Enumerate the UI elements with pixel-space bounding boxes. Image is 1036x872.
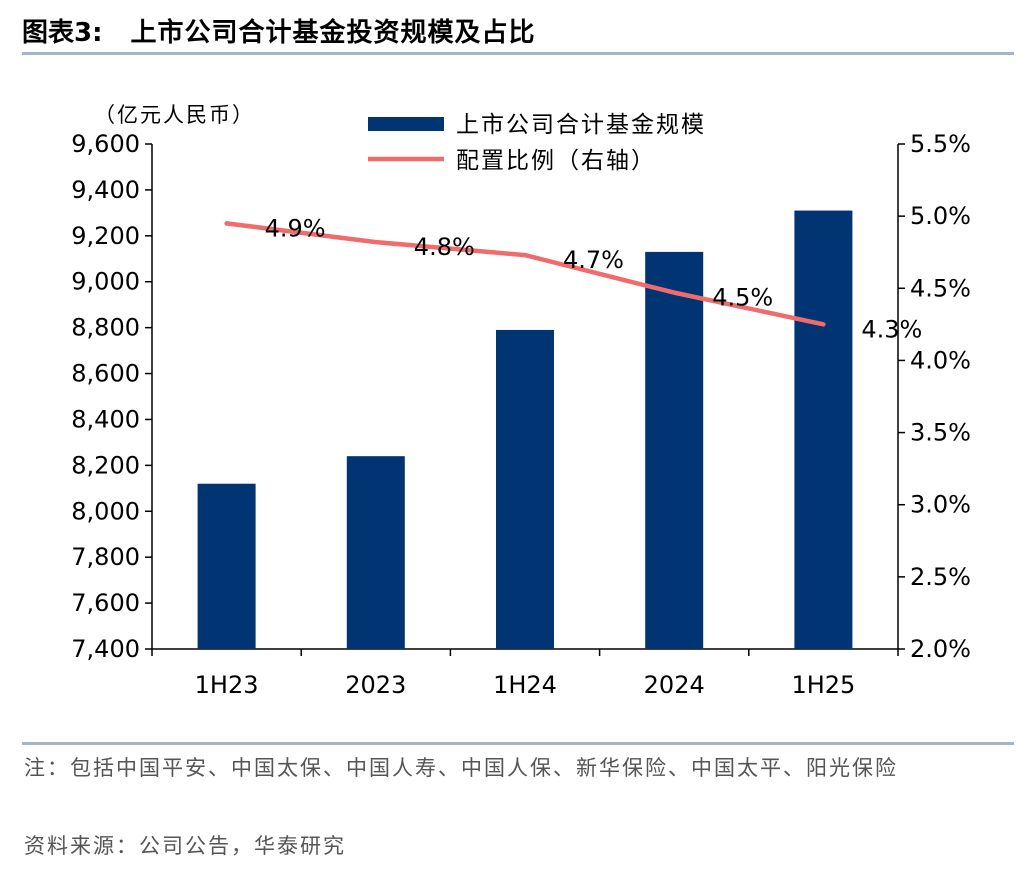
- right-axis-tick-label: 3.0%: [910, 491, 971, 519]
- left-axis-tick-label: 8,600: [71, 360, 140, 388]
- legend-bar-label: 上市公司合计基金规模: [456, 112, 706, 138]
- bar: [496, 329, 554, 649]
- data-label: 4.7%: [563, 246, 624, 274]
- legend-bar-swatch: [368, 117, 444, 131]
- left-axis-tick-label: 7,400: [71, 635, 140, 663]
- bar: [346, 456, 405, 649]
- x-axis-tick-label: 1H24: [493, 671, 557, 699]
- bar: [645, 251, 704, 650]
- data-label: 4.9%: [265, 214, 326, 242]
- bar: [794, 210, 853, 649]
- data-label: 4.5%: [712, 284, 773, 312]
- right-axis-tick-label: 2.5%: [910, 563, 971, 591]
- left-axis-tick-label: 9,600: [71, 130, 140, 158]
- right-axis-tick-label: 4.0%: [910, 346, 971, 374]
- x-axis-tick-label: 2024: [644, 671, 705, 699]
- right-axis-tick-label: 2.0%: [910, 635, 971, 663]
- right-axis-tick-label: 5.0%: [910, 202, 971, 230]
- chart-canvas: 7,400 7,600 7,800 8,000 8,200 8,400 8,600 8,800…: [71, 103, 971, 699]
- right-axis: 2.0% 2.5% 3.0% 3.5% 4.0% 4.5% 5.0% 5.5%: [897, 130, 971, 663]
- left-axis-tick-label: 8,000: [71, 497, 140, 525]
- source-note: 资料来源：公司公告，华泰研究: [24, 834, 346, 858]
- left-axis-tick-label: 7,800: [71, 543, 140, 571]
- left-axis-tick-label: 8,400: [71, 405, 140, 433]
- ratio-line: [224, 221, 826, 327]
- data-label: 4.3%: [861, 315, 922, 343]
- legend-line-label: 配置比例（右轴）: [456, 148, 656, 174]
- x-axis-tick-label: 1H23: [195, 671, 259, 699]
- left-axis-tick-label: 8,200: [71, 451, 140, 479]
- data-label: 4.8%: [414, 233, 475, 261]
- chart-title: 上市公司合计基金投资规模及占比: [130, 17, 536, 48]
- left-axis-tick-label: 9,000: [71, 268, 140, 296]
- line-series: 4.9% 4.8% 4.7% 4.5% 4.3%: [224, 214, 922, 343]
- x-axis-tick-label: 2023: [345, 671, 406, 699]
- chart-title-row: 图表3: 上市公司合计基金投资规模及占比: [22, 12, 1014, 48]
- x-axis-tick-label: 1H25: [791, 671, 855, 699]
- footnote: 注：包括中国平安、中国太保、中国人寿、中国人保、新华保险、中国太平、阳光保险: [24, 756, 898, 780]
- footer-divider: [22, 742, 1014, 745]
- bar: [197, 483, 256, 649]
- bar-series: [197, 210, 853, 650]
- legend: 上市公司合计基金规模 配置比例（右轴）: [368, 112, 706, 174]
- left-axis: 7,400 7,600 7,800 8,000 8,200 8,400 8,600 8,800…: [71, 130, 153, 663]
- right-axis-tick-label: 3.5%: [910, 419, 971, 447]
- left-axis-tick-label: 9,200: [71, 222, 140, 250]
- left-axis-tick-label: 9,400: [71, 176, 140, 204]
- right-axis-tick-label: 5.5%: [910, 130, 971, 158]
- x-axis-labels: 1H23 2023 1H24 2024 1H25: [151, 649, 899, 699]
- title-divider: [22, 52, 1014, 55]
- left-axis-unit-label: （亿元人民币）: [94, 103, 255, 127]
- left-axis-tick-label: 8,800: [71, 314, 140, 342]
- figure-number: 图表3:: [22, 17, 103, 48]
- right-axis-tick-label: 4.5%: [910, 274, 971, 302]
- left-axis-tick-label: 7,600: [71, 589, 140, 617]
